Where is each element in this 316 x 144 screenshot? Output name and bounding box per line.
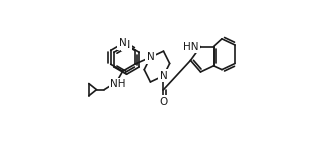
Text: N: N <box>147 52 154 62</box>
Text: O: O <box>159 97 167 107</box>
Text: N: N <box>160 71 167 81</box>
Text: NH: NH <box>110 79 126 89</box>
Text: HN: HN <box>183 41 198 52</box>
Text: N: N <box>122 40 131 50</box>
Text: N: N <box>119 38 126 49</box>
